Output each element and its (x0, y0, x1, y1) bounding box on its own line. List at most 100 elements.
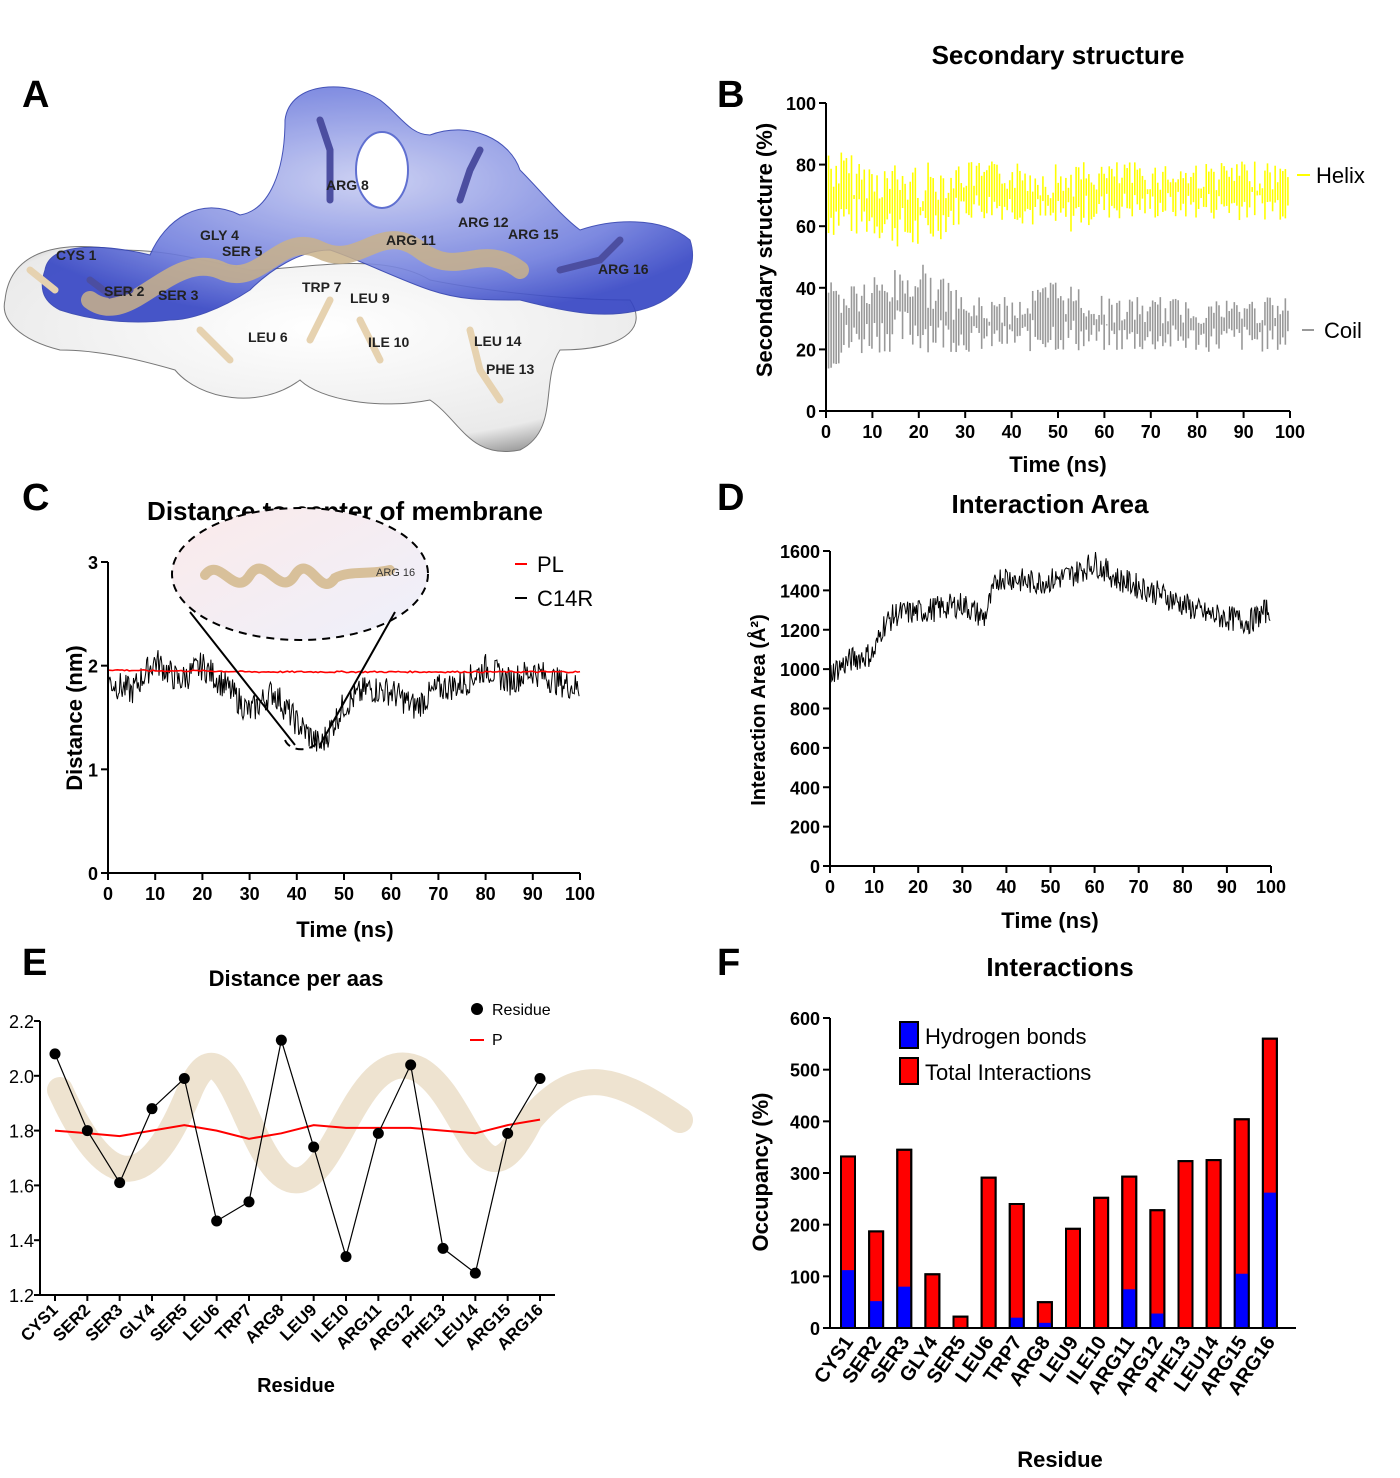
bar-hbond (897, 1286, 912, 1328)
bar-total (924, 1273, 941, 1330)
x-tick-label: 80 (476, 884, 496, 904)
series-c14r-line (107, 650, 580, 752)
series-helix (825, 152, 1289, 247)
x-tick-label: 10 (862, 422, 882, 442)
residue-label: ARG 12 (458, 214, 509, 230)
series-pl-line (107, 668, 581, 674)
x-tick-label: 0 (825, 877, 835, 897)
panel-d-letter: D (717, 477, 744, 519)
sticks (26, 266, 504, 404)
residue-point (146, 1103, 158, 1115)
series-area-line (829, 552, 1271, 683)
x-tick-label: 70 (1141, 422, 1161, 442)
y-tick-label: 1000 (780, 660, 820, 680)
residue-point (275, 1034, 287, 1046)
y-tick-label: 1.8 (9, 1122, 34, 1142)
legend-coil-label: Coil (1324, 318, 1362, 343)
x-tick-label: 70 (428, 884, 448, 904)
residue-label: LEU 9 (350, 290, 390, 306)
x-tick-label: 80 (1187, 422, 1207, 442)
x-tick-label: 50 (334, 884, 354, 904)
y-tick-label: 20 (796, 340, 816, 360)
legend-pl-label: PL (537, 552, 564, 577)
y-tick-label: 300 (790, 1164, 820, 1184)
residue-point (211, 1215, 223, 1227)
chart-d-xlabel: Time (ns) (1001, 908, 1098, 933)
x-tick-label: 40 (996, 877, 1016, 897)
x-tick-label: 30 (240, 884, 260, 904)
y-tick-label: 100 (786, 94, 816, 114)
y-tick-label: 60 (796, 217, 816, 237)
x-tick-label: 50 (1040, 877, 1060, 897)
x-tick-label: 60 (1094, 422, 1114, 442)
chart-c-axes: 0 10 20 30 40 50 60 70 80 90 100 0 1 2 3 (88, 553, 595, 904)
bar-total (1065, 1227, 1081, 1330)
inset-label: ARG 16 (376, 567, 415, 579)
residue-label: ARG 11 (386, 232, 436, 248)
y-tick-label: 500 (790, 1061, 820, 1081)
x-tick-label: 40 (287, 884, 307, 904)
panel-d-chart: Interaction Area 0 10 20 30 40 50 60 70 80 90 1000… (746, 489, 1286, 933)
y-tick-label: 200 (790, 818, 820, 838)
series-coil (825, 264, 1289, 369)
x-tick-label: 50 (1048, 422, 1068, 442)
legend-residue-marker (471, 1003, 483, 1015)
residue-point (49, 1048, 61, 1060)
x-tick-label: 30 (955, 422, 975, 442)
x-tick-label: 20 (909, 422, 929, 442)
chart-f-title: Interactions (986, 952, 1133, 982)
x-tick-label: 0 (821, 422, 831, 442)
y-tick-label: 1600 (780, 542, 820, 562)
residue-label: LEU 14 (474, 333, 522, 349)
panel-b-letter: B (717, 74, 744, 116)
residue-label: ARG 8 (326, 177, 369, 193)
bar-hbond (1037, 1322, 1052, 1328)
inset-peptide (200, 563, 395, 589)
bar-total (952, 1315, 969, 1329)
x-tick-label: 90 (1217, 877, 1237, 897)
residue-point (81, 1125, 93, 1137)
y-tick-label: 1200 (780, 621, 820, 641)
chart-d-plot (829, 552, 1271, 683)
chart-d-title: Interaction Area (952, 489, 1150, 519)
y-tick-label: 600 (790, 739, 820, 759)
helix-ribbon (81, 231, 529, 316)
y-tick-label: 0 (806, 402, 816, 422)
x-tick-label: 10 (864, 877, 884, 897)
y-tick-label: 1.4 (9, 1231, 34, 1251)
residue-point (372, 1127, 384, 1139)
y-tick-label: 400 (790, 1112, 820, 1132)
residue-point (405, 1059, 417, 1071)
y-tick-label: 1 (88, 760, 98, 780)
residue-point (243, 1196, 255, 1208)
x-tick-label: LEU6 (179, 1300, 223, 1344)
y-tick-label: 1400 (780, 581, 820, 601)
residue-point (437, 1242, 449, 1254)
x-tick-label: 30 (952, 877, 972, 897)
y-tick-label: 1.2 (9, 1286, 34, 1306)
bar-hbond (1234, 1273, 1249, 1328)
panel-b-chart: Secondary structure 0 10 20 30 40 50 60 70 80 90 1… (752, 40, 1365, 477)
legend-hbond-swatch (899, 1021, 919, 1049)
chart-b-ylabel: Secondary structure (%) (752, 123, 777, 377)
y-tick-label: 100 (790, 1267, 820, 1287)
residue-label: GLY 4 (200, 227, 239, 243)
chart-b-title: Secondary structure (932, 40, 1185, 70)
x-tick-label: 60 (1085, 877, 1105, 897)
panel-c-chart: Distance to center of membrane 0 10 20 30 40… (62, 496, 595, 942)
y-tick-label: 0 (88, 864, 98, 884)
residue-label: PHE 13 (486, 361, 534, 377)
x-tick-label: 90 (1234, 422, 1254, 442)
x-tick-label: 40 (1002, 422, 1022, 442)
y-tick-label: 3 (88, 553, 98, 573)
x-tick-label: 20 (192, 884, 212, 904)
residue-label: ARG 15 (508, 226, 559, 242)
panel-e-letter: E (22, 942, 47, 984)
legend-helix-label: Helix (1316, 163, 1365, 188)
residue-point (340, 1251, 352, 1263)
chart-f-ylabel: Occupancy (%) (748, 1093, 773, 1252)
legend-p-label: P (492, 1032, 503, 1049)
y-tick-label: 2.2 (9, 1012, 34, 1032)
